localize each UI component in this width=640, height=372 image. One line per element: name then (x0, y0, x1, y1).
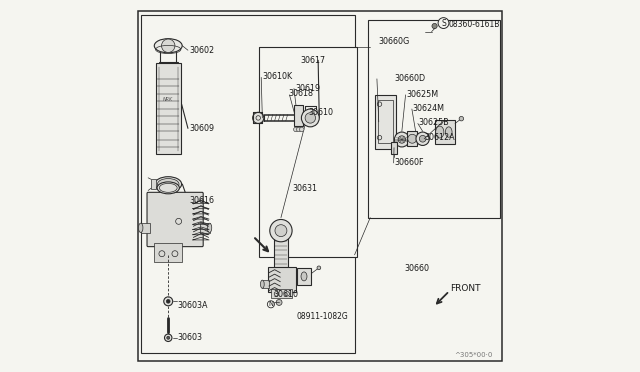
Text: 30602: 30602 (189, 46, 214, 55)
Circle shape (305, 113, 316, 123)
FancyBboxPatch shape (296, 268, 312, 285)
Text: 30603: 30603 (178, 333, 203, 342)
Circle shape (276, 299, 282, 305)
Text: 30612A: 30612A (425, 133, 456, 142)
Circle shape (164, 334, 172, 341)
Text: 30618: 30618 (289, 89, 314, 98)
FancyBboxPatch shape (147, 192, 203, 247)
FancyBboxPatch shape (294, 105, 303, 126)
Text: 08360-6161B: 08360-6161B (449, 20, 500, 29)
Circle shape (432, 23, 437, 29)
FancyBboxPatch shape (138, 11, 502, 361)
FancyBboxPatch shape (367, 20, 500, 218)
Text: FRONT: FRONT (450, 284, 481, 293)
Text: 30625M: 30625M (406, 90, 438, 99)
Circle shape (270, 219, 292, 242)
Circle shape (301, 109, 319, 127)
Circle shape (416, 132, 429, 145)
Text: 30619: 30619 (296, 84, 321, 93)
Text: 30609: 30609 (189, 124, 214, 133)
Circle shape (408, 134, 417, 143)
FancyBboxPatch shape (435, 120, 455, 144)
Text: 30624M: 30624M (412, 104, 444, 113)
Ellipse shape (445, 127, 452, 137)
Ellipse shape (154, 39, 182, 53)
Text: N: N (268, 301, 273, 307)
Ellipse shape (157, 179, 179, 190)
Circle shape (167, 336, 170, 339)
Circle shape (398, 136, 406, 143)
FancyBboxPatch shape (273, 227, 289, 270)
Ellipse shape (207, 223, 212, 232)
Text: 30660F: 30660F (394, 158, 424, 167)
Circle shape (317, 266, 321, 270)
Text: ^305*00·0: ^305*00·0 (454, 352, 493, 358)
FancyBboxPatch shape (200, 223, 209, 232)
Ellipse shape (155, 177, 182, 192)
Circle shape (275, 225, 287, 237)
Circle shape (294, 127, 298, 132)
FancyBboxPatch shape (154, 243, 182, 262)
Text: 30617: 30617 (301, 56, 326, 65)
Circle shape (300, 127, 304, 132)
Text: S: S (441, 19, 446, 28)
Text: NRK: NRK (163, 97, 173, 102)
FancyBboxPatch shape (156, 63, 181, 154)
FancyBboxPatch shape (141, 223, 150, 232)
FancyBboxPatch shape (262, 280, 269, 288)
Circle shape (394, 132, 410, 147)
FancyBboxPatch shape (375, 95, 396, 149)
FancyBboxPatch shape (390, 142, 397, 154)
Ellipse shape (260, 280, 264, 288)
FancyBboxPatch shape (271, 289, 292, 298)
FancyBboxPatch shape (141, 15, 355, 353)
Ellipse shape (157, 182, 179, 194)
Circle shape (296, 127, 301, 132)
Text: 30631: 30631 (292, 184, 317, 193)
Text: 30610K: 30610K (262, 72, 292, 81)
Text: 30603A: 30603A (178, 301, 209, 310)
Ellipse shape (138, 223, 143, 232)
Circle shape (419, 135, 426, 142)
Ellipse shape (436, 126, 444, 138)
Circle shape (166, 299, 170, 303)
Text: 30660G: 30660G (379, 37, 410, 46)
FancyBboxPatch shape (268, 267, 296, 292)
FancyBboxPatch shape (408, 131, 417, 146)
FancyBboxPatch shape (259, 46, 357, 257)
Text: 30610: 30610 (308, 108, 333, 117)
Text: 08911-1082G: 08911-1082G (296, 312, 348, 321)
Circle shape (164, 297, 173, 306)
Text: 30616: 30616 (189, 196, 214, 205)
Ellipse shape (301, 272, 307, 281)
Text: 30610: 30610 (274, 291, 299, 299)
Text: 30660: 30660 (405, 264, 430, 273)
Circle shape (161, 39, 175, 52)
Text: 30625B: 30625B (419, 118, 449, 127)
FancyBboxPatch shape (151, 179, 156, 189)
Text: 30660D: 30660D (394, 74, 426, 83)
Circle shape (459, 116, 463, 121)
Circle shape (253, 112, 264, 124)
